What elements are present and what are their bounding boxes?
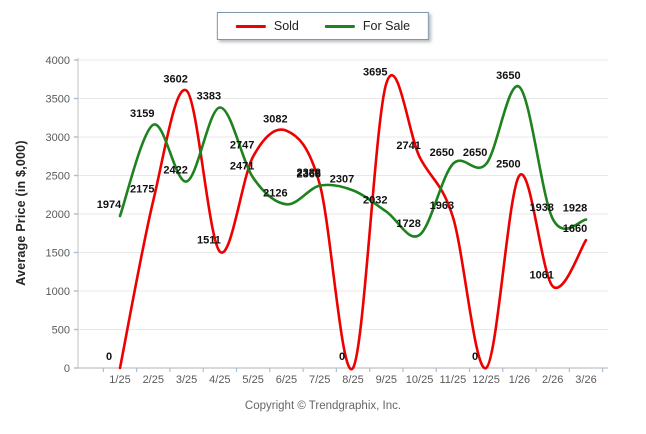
- data-label: 2471: [230, 161, 254, 173]
- data-label: 2650: [430, 147, 454, 159]
- data-label: 0: [339, 351, 345, 363]
- data-label: 2368: [296, 169, 320, 181]
- x-tick-label: 8/25: [342, 374, 363, 386]
- gridlines: [78, 59, 608, 330]
- copyright-text: Copyright © Trendgraphix, Inc.: [244, 400, 402, 412]
- y-tick-label: 2500: [46, 171, 70, 183]
- data-label: 1938: [529, 202, 553, 214]
- for-sale-data-labels: 1974 3159 2422 3383 2471 2126 2368 2307 2032 1728…: [97, 70, 587, 230]
- data-label: 2741: [396, 140, 420, 152]
- data-label: 0: [472, 351, 478, 363]
- x-tick-label: 11/25: [439, 374, 466, 386]
- legend-item-for-sale[interactable]: For Sale: [324, 19, 411, 33]
- data-label: 3159: [130, 108, 154, 120]
- for-sale-line-swatch-icon: [324, 24, 355, 28]
- y-tick-label: 3500: [46, 94, 70, 106]
- data-label: 2032: [363, 195, 387, 207]
- legend-label-for-sale: For Sale: [362, 19, 411, 33]
- tick-marks: [74, 59, 604, 372]
- data-label: 2307: [330, 173, 354, 185]
- data-label: 2747: [230, 140, 254, 152]
- x-tick-label: 2/26: [542, 374, 563, 386]
- x-tick-label: 1/26: [509, 374, 530, 386]
- data-label: 3695: [363, 67, 387, 79]
- data-label: 1928: [563, 203, 587, 215]
- x-tick-label: 3/26: [575, 374, 596, 386]
- data-label: 2388: [296, 167, 320, 179]
- x-axis-tick-labels: 1/25 2/25 3/25 4/25 5/25 6/25 7/25 8/25 9/25 10/2…: [109, 374, 596, 386]
- y-tick-label: 500: [52, 325, 70, 337]
- x-tick-label: 5/25: [242, 374, 263, 386]
- y-axis-tick-labels: 0 500 1000 1500 2000 2500 3000 3500 4000: [46, 55, 70, 375]
- data-label: 2422: [163, 165, 187, 177]
- y-tick-label: 2000: [46, 209, 70, 221]
- data-label: 0: [106, 351, 112, 363]
- data-label: 1728: [396, 218, 420, 230]
- x-tick-label: 9/25: [376, 374, 397, 386]
- data-label: 1974: [97, 199, 122, 211]
- x-tick-label: 6/25: [276, 374, 297, 386]
- y-tick-label: 1000: [46, 286, 70, 298]
- x-tick-label: 12/25: [472, 374, 500, 386]
- x-tick-label: 7/25: [309, 374, 330, 386]
- axes: [77, 58, 608, 369]
- x-tick-label: 4/25: [209, 374, 230, 386]
- data-label: 1061: [529, 269, 553, 281]
- y-tick-label: 0: [64, 363, 70, 375]
- data-label: 3650: [496, 70, 520, 82]
- data-label: 2175: [130, 184, 154, 196]
- data-label: 1963: [430, 200, 454, 212]
- for-sale-series-line: [118, 85, 588, 238]
- data-label: 2500: [496, 159, 520, 171]
- data-label: 2126: [263, 187, 287, 199]
- chart-legend: Sold For Sale: [216, 12, 430, 40]
- legend-item-sold[interactable]: Sold: [235, 19, 299, 33]
- x-tick-label: 2/25: [143, 374, 164, 386]
- x-tick-label: 1/25: [109, 374, 130, 386]
- data-label: 2650: [463, 147, 487, 159]
- data-label: 1511: [197, 235, 221, 247]
- y-tick-label: 1500: [46, 248, 70, 260]
- x-tick-label: 10/25: [406, 374, 434, 386]
- data-label: 1660: [563, 223, 587, 235]
- y-tick-label: 4000: [46, 55, 70, 67]
- data-label: 3602: [163, 74, 187, 86]
- sold-data-labels: 0 2175 3602 1511 2747 3082 2388 0 3695 2741 1963 0 2…: [106, 67, 587, 364]
- y-tick-label: 3000: [46, 132, 70, 144]
- x-tick-label: 3/25: [176, 374, 197, 386]
- sold-series-line: [118, 73, 588, 371]
- data-label: 3383: [197, 91, 221, 103]
- legend-label-sold: Sold: [273, 19, 299, 33]
- data-label: 3082: [263, 114, 287, 126]
- sold-line-swatch-icon: [235, 24, 266, 28]
